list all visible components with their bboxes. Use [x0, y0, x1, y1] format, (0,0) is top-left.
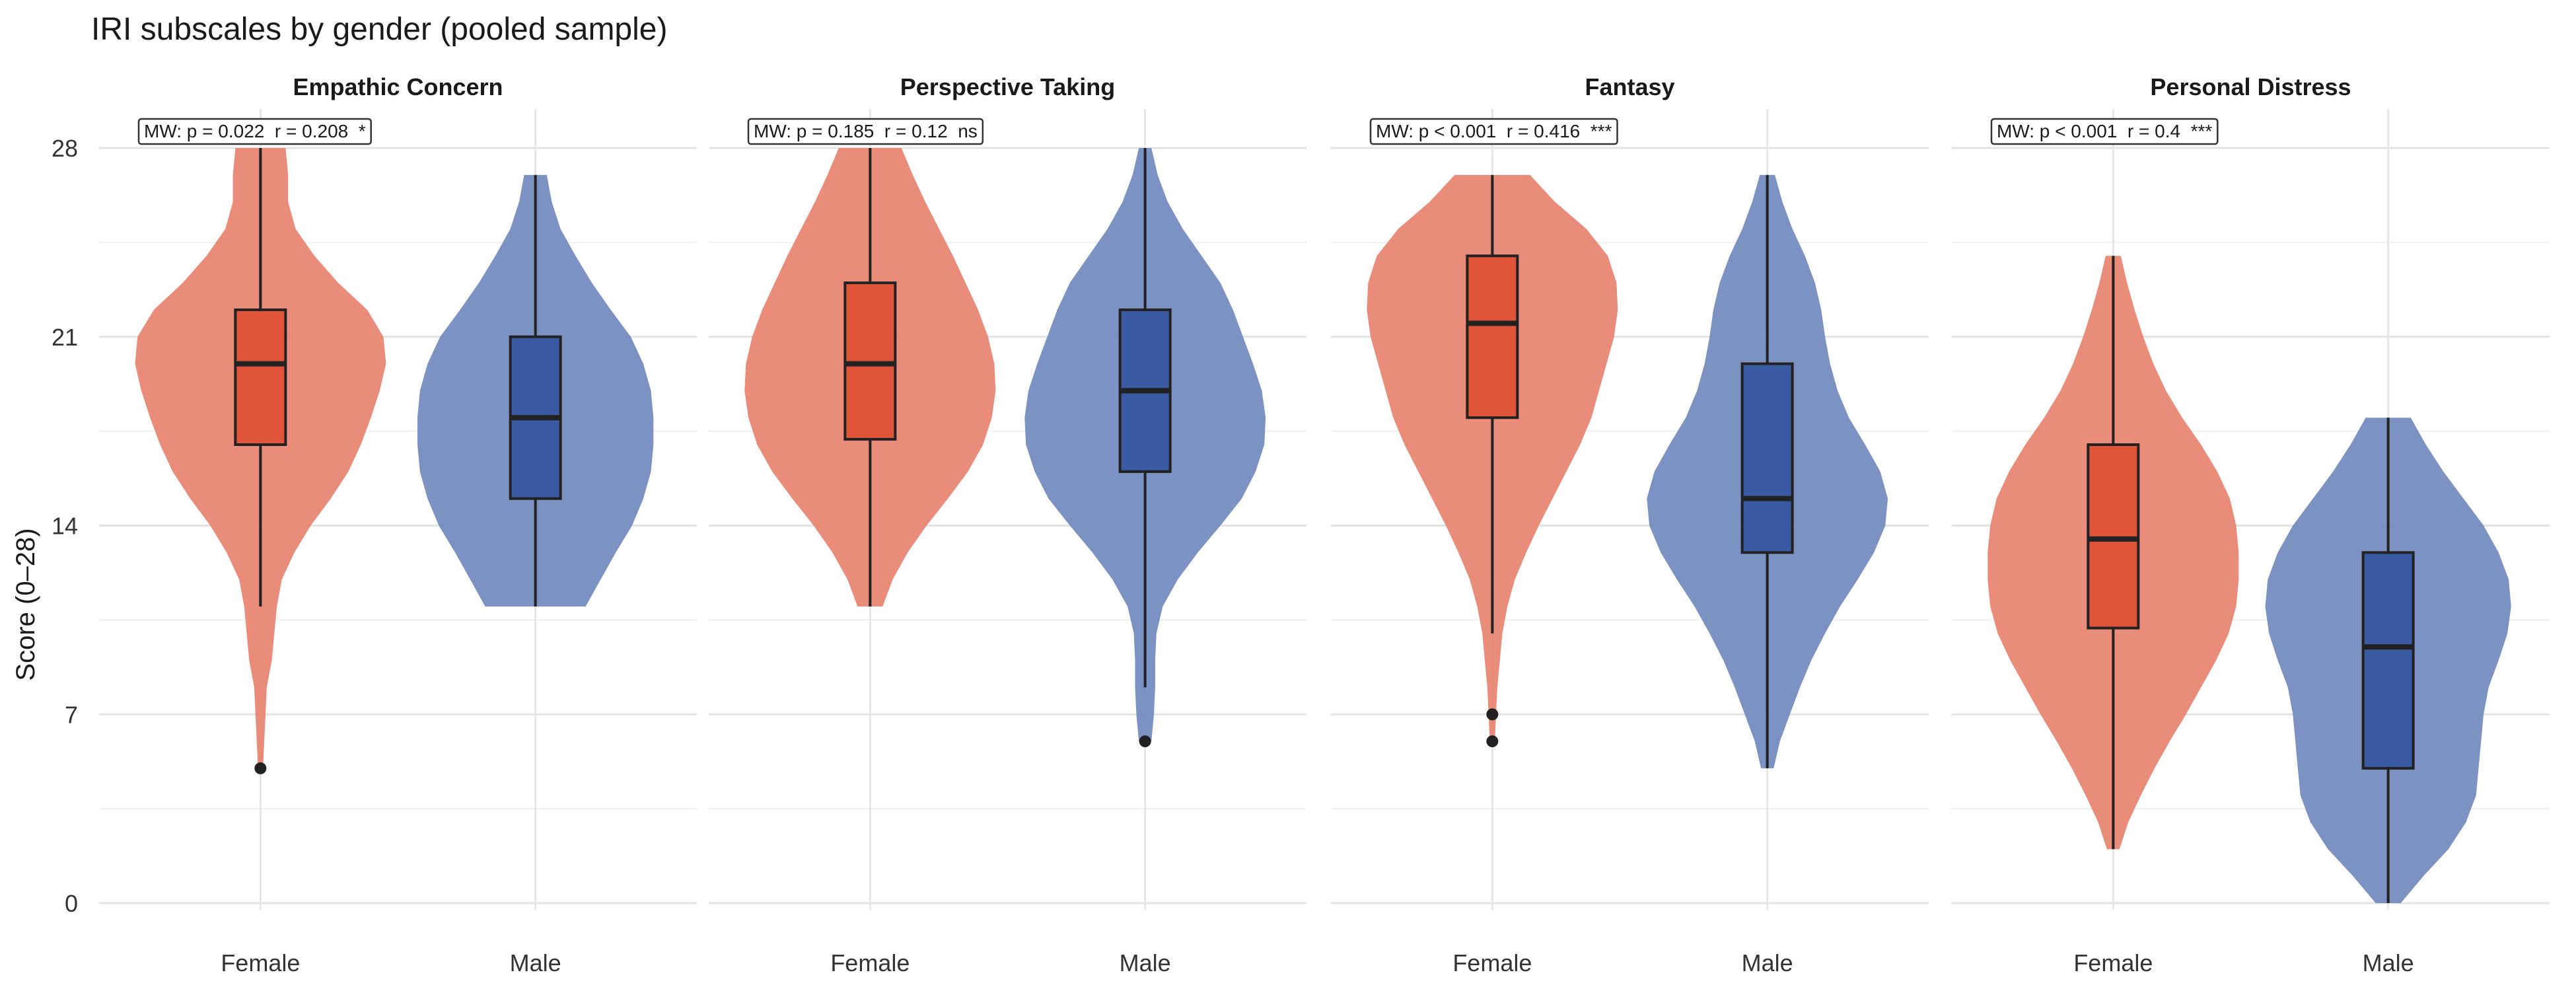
- panel-title: Perspective Taking: [900, 73, 1115, 100]
- y-axis-label: Score (0–28): [11, 528, 40, 680]
- panel-title: Empathic Concern: [293, 73, 503, 100]
- facet-panel: Empathic Concern Female Male MW: p = 0.022 …: [99, 73, 697, 976]
- x-tick-label: Female: [2073, 949, 2153, 976]
- outlier-point: [1139, 735, 1151, 748]
- mw-annotation: MW: p < 0.001 r = 0.4 ***: [1990, 118, 2219, 145]
- annotation-box: [747, 118, 984, 145]
- outlier-point: [1486, 735, 1499, 748]
- facet-panel: Personal Distress Female Male MW: p < 0.001…: [1952, 73, 2550, 976]
- y-tick-label: 28: [52, 135, 78, 162]
- annotation-text: MW: p = 0.022 r = 0.208 *: [144, 121, 366, 141]
- box-male: [2361, 551, 2415, 770]
- x-tick-label: Male: [510, 949, 561, 976]
- annotation-text: MW: p < 0.001 r = 0.416 ***: [1376, 121, 1612, 141]
- x-tick-label: Female: [221, 949, 300, 976]
- facet-panel: Fantasy Female Male MW: p < 0.001 r = 0.416…: [1331, 73, 1929, 976]
- outlier-point: [1486, 708, 1499, 721]
- x-tick-label: Male: [1742, 949, 1793, 976]
- y-tick-label: 0: [65, 890, 78, 917]
- box-female: [1466, 254, 1519, 420]
- mw-annotation: MW: p = 0.022 r = 0.208 *: [137, 118, 372, 145]
- facet-panel: Perspective Taking Female Male MW: p = 0.18…: [709, 73, 1306, 976]
- box-female: [2087, 443, 2140, 630]
- annotation-box: [137, 118, 372, 145]
- facet-panels: Empathic Concern Female Male MW: p = 0.022 …: [99, 73, 2550, 976]
- box-female: [843, 281, 897, 441]
- mw-annotation: MW: p < 0.001 r = 0.416 ***: [1369, 118, 1618, 145]
- x-tick-label: Female: [1452, 949, 1532, 976]
- x-tick-label: Male: [1120, 949, 1171, 976]
- annotation-text: MW: p = 0.185 r = 0.12 ns: [754, 121, 978, 141]
- y-tick-label: 7: [65, 701, 78, 728]
- panel-title: Fantasy: [1585, 73, 1674, 100]
- y-axis-ticks: 0 7 14 21 28: [52, 135, 78, 917]
- panel-title: Personal Distress: [2150, 73, 2351, 100]
- box-female: [234, 308, 287, 447]
- outlier-point: [254, 762, 267, 774]
- annotation-text: MW: p < 0.001 r = 0.4 ***: [1997, 121, 2212, 141]
- y-tick-label: 14: [52, 513, 78, 540]
- x-tick-label: Male: [2363, 949, 2414, 976]
- chart-title: IRI subscales by gender (pooled sample): [91, 12, 667, 47]
- annotation-box: [1369, 118, 1618, 145]
- annotation-box: [1990, 118, 2219, 145]
- box-male: [1740, 362, 1794, 554]
- mw-annotation: MW: p = 0.185 r = 0.12 ns: [747, 118, 984, 145]
- x-tick-label: Female: [830, 949, 910, 976]
- y-tick-label: 21: [52, 324, 78, 351]
